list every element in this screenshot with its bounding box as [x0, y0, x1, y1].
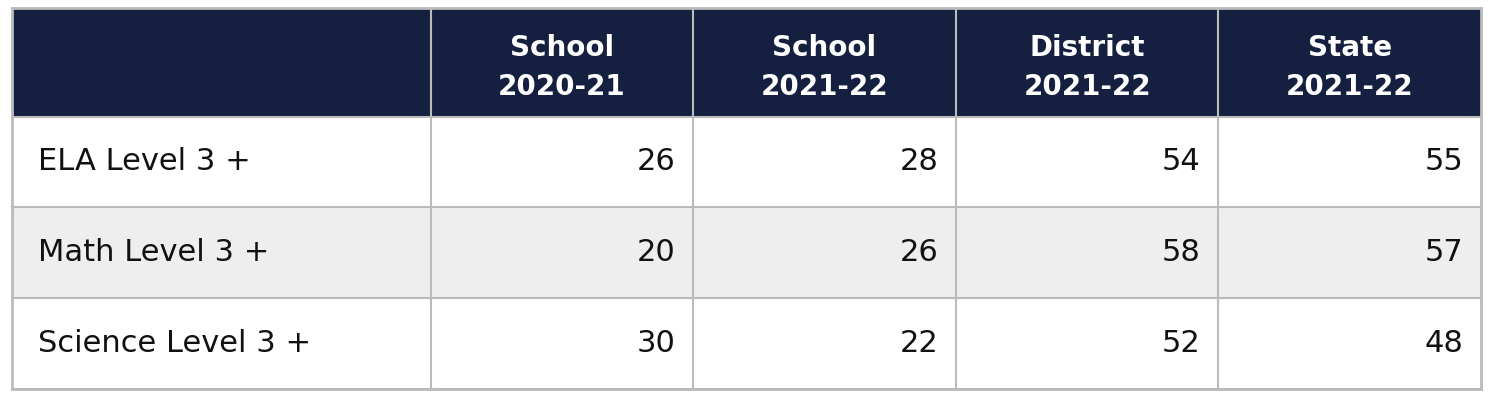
Text: 48: 48 [1424, 329, 1463, 358]
Bar [1218, 117, 1481, 207]
Text: 2021-22: 2021-22 [1023, 73, 1151, 101]
Bar [430, 8, 693, 117]
Bar [693, 298, 956, 389]
Bar [693, 8, 956, 117]
Bar [430, 117, 693, 207]
Text: 2020-21: 2020-21 [499, 73, 626, 101]
Text: District: District [1029, 34, 1145, 62]
Bar [693, 207, 956, 298]
Text: 22: 22 [899, 329, 938, 358]
Bar [956, 207, 1218, 298]
Text: 58: 58 [1162, 238, 1200, 267]
Bar [1218, 207, 1481, 298]
Text: 2021-22: 2021-22 [1285, 73, 1414, 101]
Text: School: School [772, 34, 876, 62]
Text: 28: 28 [899, 147, 938, 177]
Text: Math Level 3 +: Math Level 3 + [39, 238, 270, 267]
Bar [12, 117, 430, 207]
Text: 26: 26 [899, 238, 938, 267]
Text: ELA Level 3 +: ELA Level 3 + [39, 147, 251, 177]
Bar [12, 207, 430, 298]
Bar [1218, 298, 1481, 389]
Text: State: State [1308, 34, 1391, 62]
Bar [956, 8, 1218, 117]
Bar [1218, 8, 1481, 117]
Bar [956, 117, 1218, 207]
Text: 20: 20 [638, 238, 676, 267]
Bar [430, 207, 693, 298]
Bar [956, 298, 1218, 389]
Text: Science Level 3 +: Science Level 3 + [39, 329, 312, 358]
Text: 55: 55 [1424, 147, 1463, 177]
Bar [430, 298, 693, 389]
Text: 52: 52 [1162, 329, 1200, 358]
Bar [12, 8, 430, 117]
Text: School: School [511, 34, 614, 62]
Bar [693, 117, 956, 207]
Text: 26: 26 [638, 147, 676, 177]
Text: 30: 30 [636, 329, 676, 358]
Text: 2021-22: 2021-22 [761, 73, 888, 101]
Bar [12, 298, 430, 389]
Text: 57: 57 [1424, 238, 1463, 267]
Text: 54: 54 [1162, 147, 1200, 177]
